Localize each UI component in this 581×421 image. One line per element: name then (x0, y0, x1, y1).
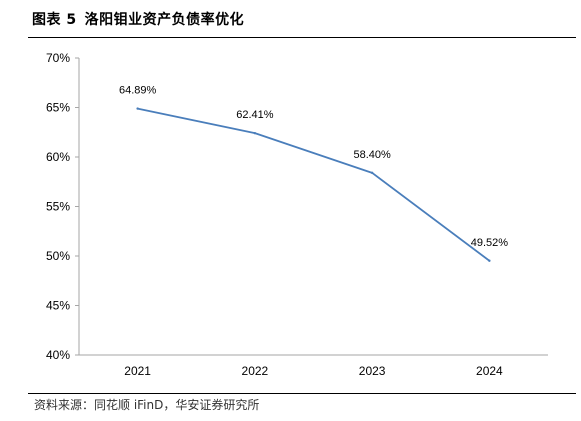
x-tick-label: 2023 (359, 364, 386, 378)
y-tick-label: 55% (46, 200, 70, 214)
data-label: 49.52% (471, 237, 509, 249)
series-line (137, 107, 490, 262)
y-tick-label: 60% (46, 150, 70, 164)
data-point (488, 259, 491, 262)
data-point (370, 171, 374, 175)
x-tick-label: 2022 (242, 364, 269, 378)
data-label: 62.41% (236, 109, 274, 121)
y-tick-label: 40% (46, 348, 70, 362)
data-label: 64.89% (119, 85, 157, 97)
figure-title-text: 洛阳钼业资产负债率优化 (84, 12, 245, 28)
data-point (136, 107, 139, 110)
y-tick-label: 70% (46, 51, 70, 65)
x-tick-label: 2021 (124, 364, 151, 378)
figure-title: 图表 5 洛阳钼业资产负债率优化 (32, 9, 244, 29)
y-tick-label: 65% (46, 101, 70, 115)
y-tick-label: 50% (46, 249, 70, 263)
figure-source: 资料来源：同花顺 iFinD，华安证券研究所 (34, 398, 260, 412)
top-rule (28, 37, 576, 38)
bottom-rule (28, 393, 576, 394)
y-tick-label: 45% (46, 299, 70, 313)
data-label: 58.40% (353, 149, 391, 161)
data-point (253, 131, 257, 135)
x-tick-label: 2024 (476, 364, 503, 378)
figure-number: 图表 5 (32, 12, 77, 28)
